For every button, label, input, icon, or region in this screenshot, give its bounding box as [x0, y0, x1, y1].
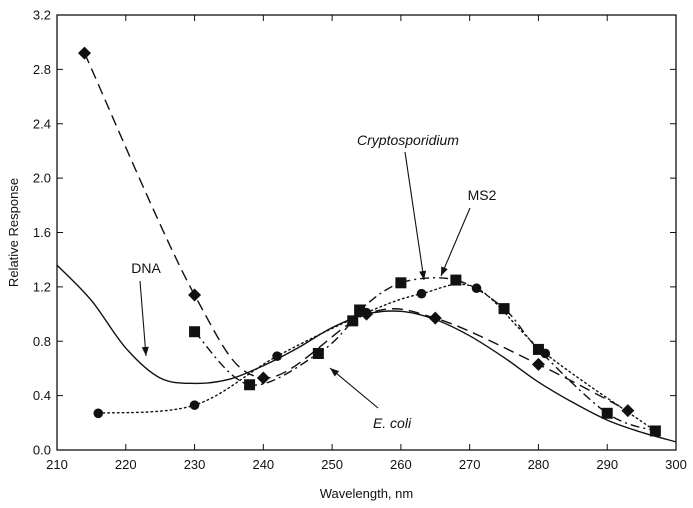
data-point-diamond: [188, 288, 202, 302]
data-point-circle: [93, 408, 104, 419]
y-tick-label: 2.8: [33, 62, 51, 77]
x-tick-label: 280: [528, 457, 550, 472]
annotation-arrow: [329, 367, 379, 409]
data-point-circle: [189, 400, 200, 410]
y-tick-label: 3.2: [33, 8, 51, 23]
annotation-dna: DNA: [131, 260, 161, 276]
data-point-square: [498, 303, 510, 315]
y-tick-label: 0.8: [33, 334, 51, 349]
data-point-diamond: [621, 404, 635, 418]
annotation-e-coli: E. coli: [373, 415, 412, 431]
series-cryptosporidium: [93, 283, 661, 436]
data-point-square: [347, 315, 359, 327]
data-point-square: [649, 425, 661, 437]
annotation-arrow: [139, 280, 149, 357]
series-line-dna: [56, 264, 677, 443]
y-tick-label: 1.6: [33, 225, 51, 240]
data-point-square: [244, 379, 256, 391]
x-axis-title: Wavelength, nm: [320, 486, 413, 501]
x-tick-label: 270: [459, 457, 481, 472]
data-point-square: [189, 326, 201, 338]
data-point-circle: [416, 288, 427, 299]
annotation-cryptosporidium: Cryptosporidium: [357, 132, 459, 148]
x-tick-label: 260: [390, 457, 412, 472]
series-e-coli: [78, 46, 635, 418]
axes: 210 220 230 240 250 260 270 280 290 300 0.0 0.4 0.8 1…: [33, 8, 687, 473]
y-tick-label: 0.4: [33, 388, 51, 403]
data-point-square: [312, 347, 324, 359]
annotation-layer: DNA Cryptosporidium MS2 E. coli: [131, 132, 496, 431]
data-point-square: [395, 277, 407, 289]
series-layer: [56, 46, 677, 443]
series-line-cryptosporidium: [97, 283, 657, 432]
x-tick-label: 230: [184, 457, 206, 472]
data-point-circle: [272, 351, 282, 362]
plot-frame: [56, 14, 677, 451]
data-point-diamond: [428, 311, 442, 325]
annotation-arrow: [440, 207, 471, 277]
data-point-diamond: [256, 371, 270, 385]
series-line-ms2: [194, 277, 656, 432]
data-point-square: [450, 274, 462, 286]
data-point-diamond: [531, 357, 545, 371]
x-tick-label: 250: [321, 457, 343, 472]
series-ms2: [189, 274, 661, 437]
series-dna: [56, 264, 677, 443]
y-tick-label: 0.0: [33, 443, 51, 458]
x-tick-label: 220: [115, 457, 137, 472]
annotation-ms2: MS2: [468, 187, 497, 203]
y-tick-label: 1.2: [33, 279, 51, 294]
data-point-square: [354, 304, 366, 316]
data-point-square: [532, 343, 544, 355]
y-axis-title: Relative Response: [6, 178, 21, 287]
y-tick-label: 2.4: [33, 116, 51, 131]
data-point-square: [601, 407, 613, 419]
x-tick-label: 210: [46, 457, 68, 472]
x-tick-label: 290: [596, 457, 618, 472]
data-point-diamond: [78, 46, 92, 60]
x-tick-label: 300: [665, 457, 687, 472]
y-tick-label: 2.0: [33, 171, 51, 186]
annotation-arrow: [404, 151, 427, 281]
x-tick-label: 240: [252, 457, 274, 472]
